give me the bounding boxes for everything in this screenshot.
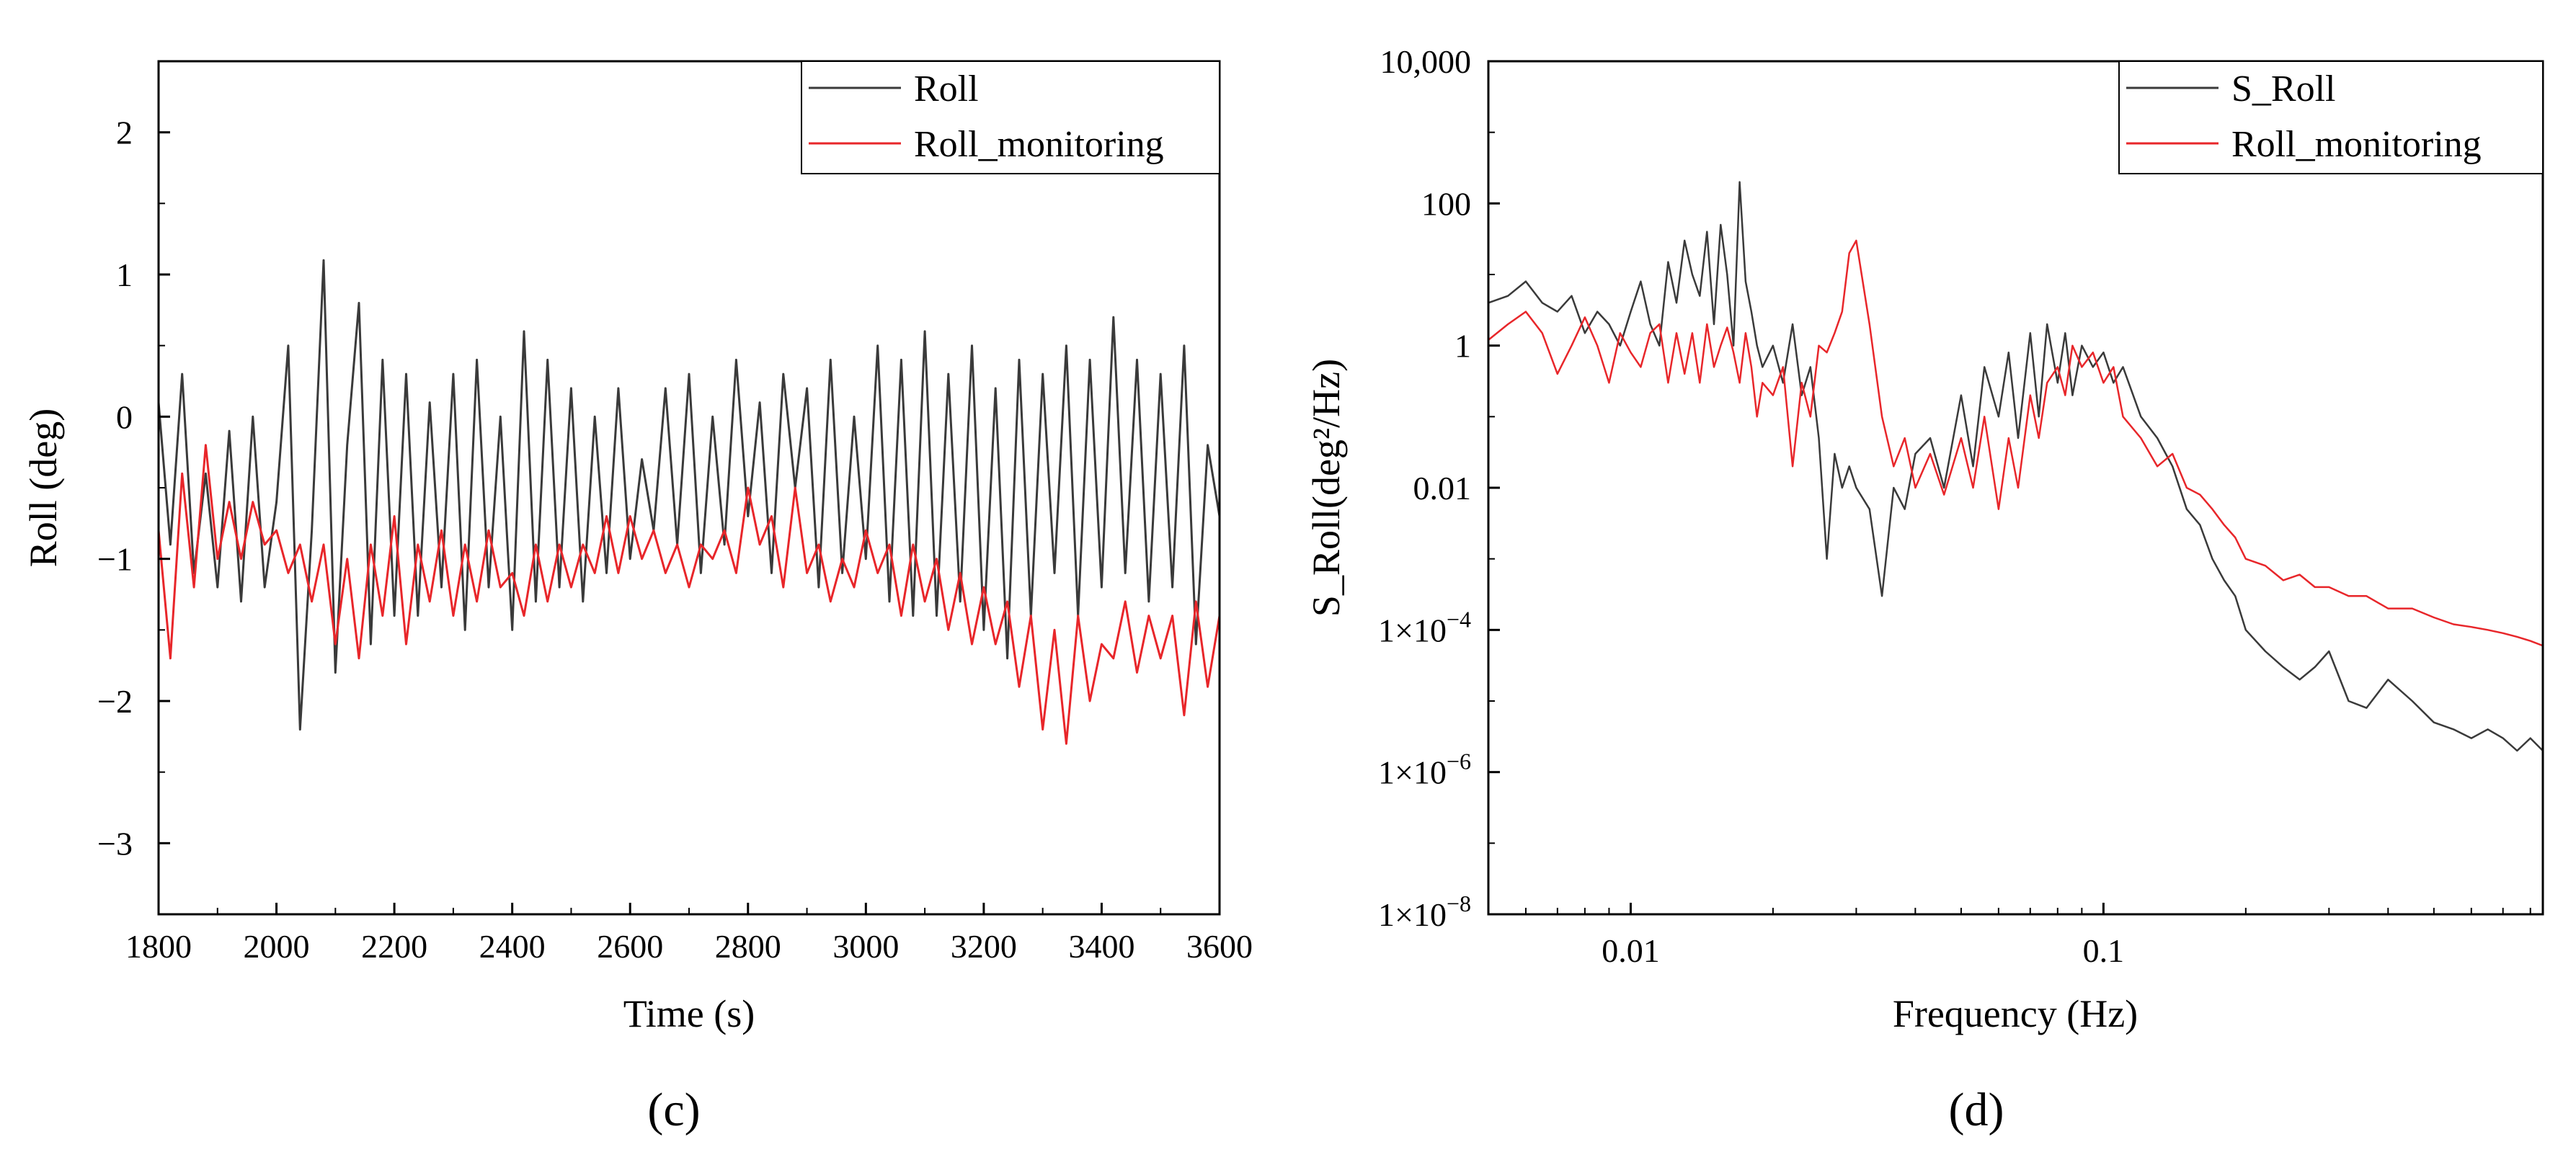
x-tick-label-c: 3400 [1068,928,1134,965]
x-tick-label-d: 0.1 [2083,932,2125,969]
y-tick-label-c: 0 [116,398,133,435]
series-line-s-roll [1488,181,2543,752]
x-tick-label-c: 1800 [125,928,192,965]
y-axis-title-d: S_Roll(deg²/Hz) [1305,359,1348,617]
panel-caption-d: (d) [1949,1084,2004,1136]
series-line-roll-monitoring [159,444,1220,745]
y-tick-label-d: 1×10−4 [1378,606,1471,648]
roll-time-series-chart: 1800 2000 2200 2400 2600 2800 3000 3200 3400 3600… [22,60,1253,1136]
y-tick-label-c: 2 [116,115,133,151]
legend-c: Roll Roll_monitoring [801,61,1220,174]
x-tick-label-c: 3000 [832,928,899,965]
legend-box-d [2118,61,2544,174]
panel-caption-c: (c) [647,1084,700,1136]
legend-label-roll: Roll [914,68,979,110]
series-line-roll-monitoring [1488,239,2543,647]
legend-label-roll-monitoring-c: Roll_monitoring [914,124,1164,165]
y-tick-label-d: 0.01 [1413,470,1472,506]
x-tick-label-c: 3600 [1186,928,1253,965]
legend-d: S_Roll Roll_monitoring [2118,61,2544,174]
y-tick-label-c: 1 [116,256,133,293]
legend-label-s-roll: S_Roll [2231,68,2336,110]
legend-label-roll-monitoring-d: Roll_monitoring [2231,124,2482,165]
legend-box-c [801,61,1220,174]
x-tick-label-c: 2800 [715,928,781,965]
y-tick-label-d: 10,000 [1380,43,1472,80]
x-tick-label-c: 2200 [361,928,427,965]
x-tick-label-c: 3200 [951,928,1017,965]
x-axis-title-d: Frequency (Hz) [1893,992,2138,1035]
x-axis-title-c: Time (s) [623,992,755,1035]
y-tick-label-d: 100 [1421,185,1471,222]
x-tick-label-c: 2400 [479,928,546,965]
x-tick-label-c: 2600 [597,928,663,965]
x-tick-label-d: 0.01 [1602,932,1660,969]
y-tick-label-c: −2 [97,683,133,720]
x-tick-label-c: 2000 [244,928,310,965]
y-tick-label-c: −3 [97,825,133,862]
y-axis-title-c: Roll (deg) [22,409,65,567]
y-tick-label-d: 1 [1454,328,1471,365]
series-line-roll [159,259,1220,731]
y-tick-label-c: −1 [97,541,133,578]
